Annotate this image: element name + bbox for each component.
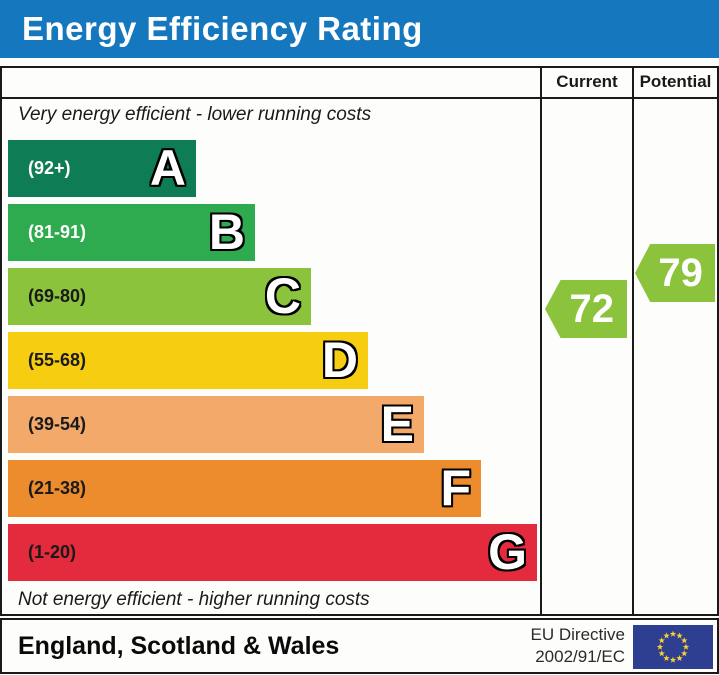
- eu-directive-label: EU Directive 2002/91/EC: [531, 620, 625, 672]
- eu-directive-line2: 2002/91/EC: [535, 647, 625, 666]
- bottom-note: Not energy efficient - higher running co…: [18, 589, 370, 610]
- band-e-letter: E: [380, 396, 414, 452]
- top-note: Very energy efficient - lower running co…: [18, 104, 372, 125]
- potential-rating-value: 79: [658, 250, 703, 295]
- footer-region-label: England, Scotland & Wales: [18, 631, 340, 660]
- band-e-range-label: (39-54): [28, 414, 87, 434]
- band-b-range-label: (81-91): [28, 222, 87, 242]
- band-d-letter: D: [321, 332, 358, 388]
- band-c: (69-80) C: [8, 268, 311, 325]
- band-e: (39-54) E: [8, 396, 424, 453]
- band-g-letter: G: [488, 524, 527, 580]
- band-d: (55-68) D: [8, 332, 368, 389]
- band-a-letter: A: [149, 140, 186, 196]
- band-a: (92+) A: [8, 140, 196, 197]
- page-title: Energy Efficiency Rating: [22, 10, 423, 47]
- page-title-bar: Energy Efficiency Rating: [0, 0, 719, 58]
- band-f-letter: F: [440, 460, 471, 516]
- band-g: (1-20) G: [8, 524, 537, 581]
- band-g-range-label: (1-20): [28, 542, 77, 562]
- potential-column-divider: [632, 66, 634, 616]
- band-b-letter: B: [208, 204, 245, 260]
- footer-bar: England, Scotland & Wales EU Directive 2…: [0, 618, 719, 674]
- potential-column-header: Potential: [639, 71, 712, 91]
- current-column-divider: [540, 66, 542, 616]
- current-rating-arrow: 72: [545, 280, 627, 338]
- eu-directive-line1: EU Directive: [530, 624, 625, 644]
- potential-rating-arrow: 79: [635, 244, 715, 302]
- band-f: (21-38) F: [8, 460, 481, 517]
- band-c-letter: C: [264, 268, 301, 324]
- band-c-range-label: (69-80): [28, 286, 87, 306]
- band-d-range-label: (55-68): [28, 350, 87, 370]
- band-f-range-label: (21-38): [28, 478, 87, 498]
- eu-flag-icon: [633, 625, 713, 669]
- current-column-header: Current: [556, 71, 618, 91]
- band-a-range-label: (92+): [28, 158, 71, 178]
- header-row-divider: [0, 97, 719, 99]
- current-rating-value: 72: [569, 286, 614, 331]
- band-b: (81-91) B: [8, 204, 255, 261]
